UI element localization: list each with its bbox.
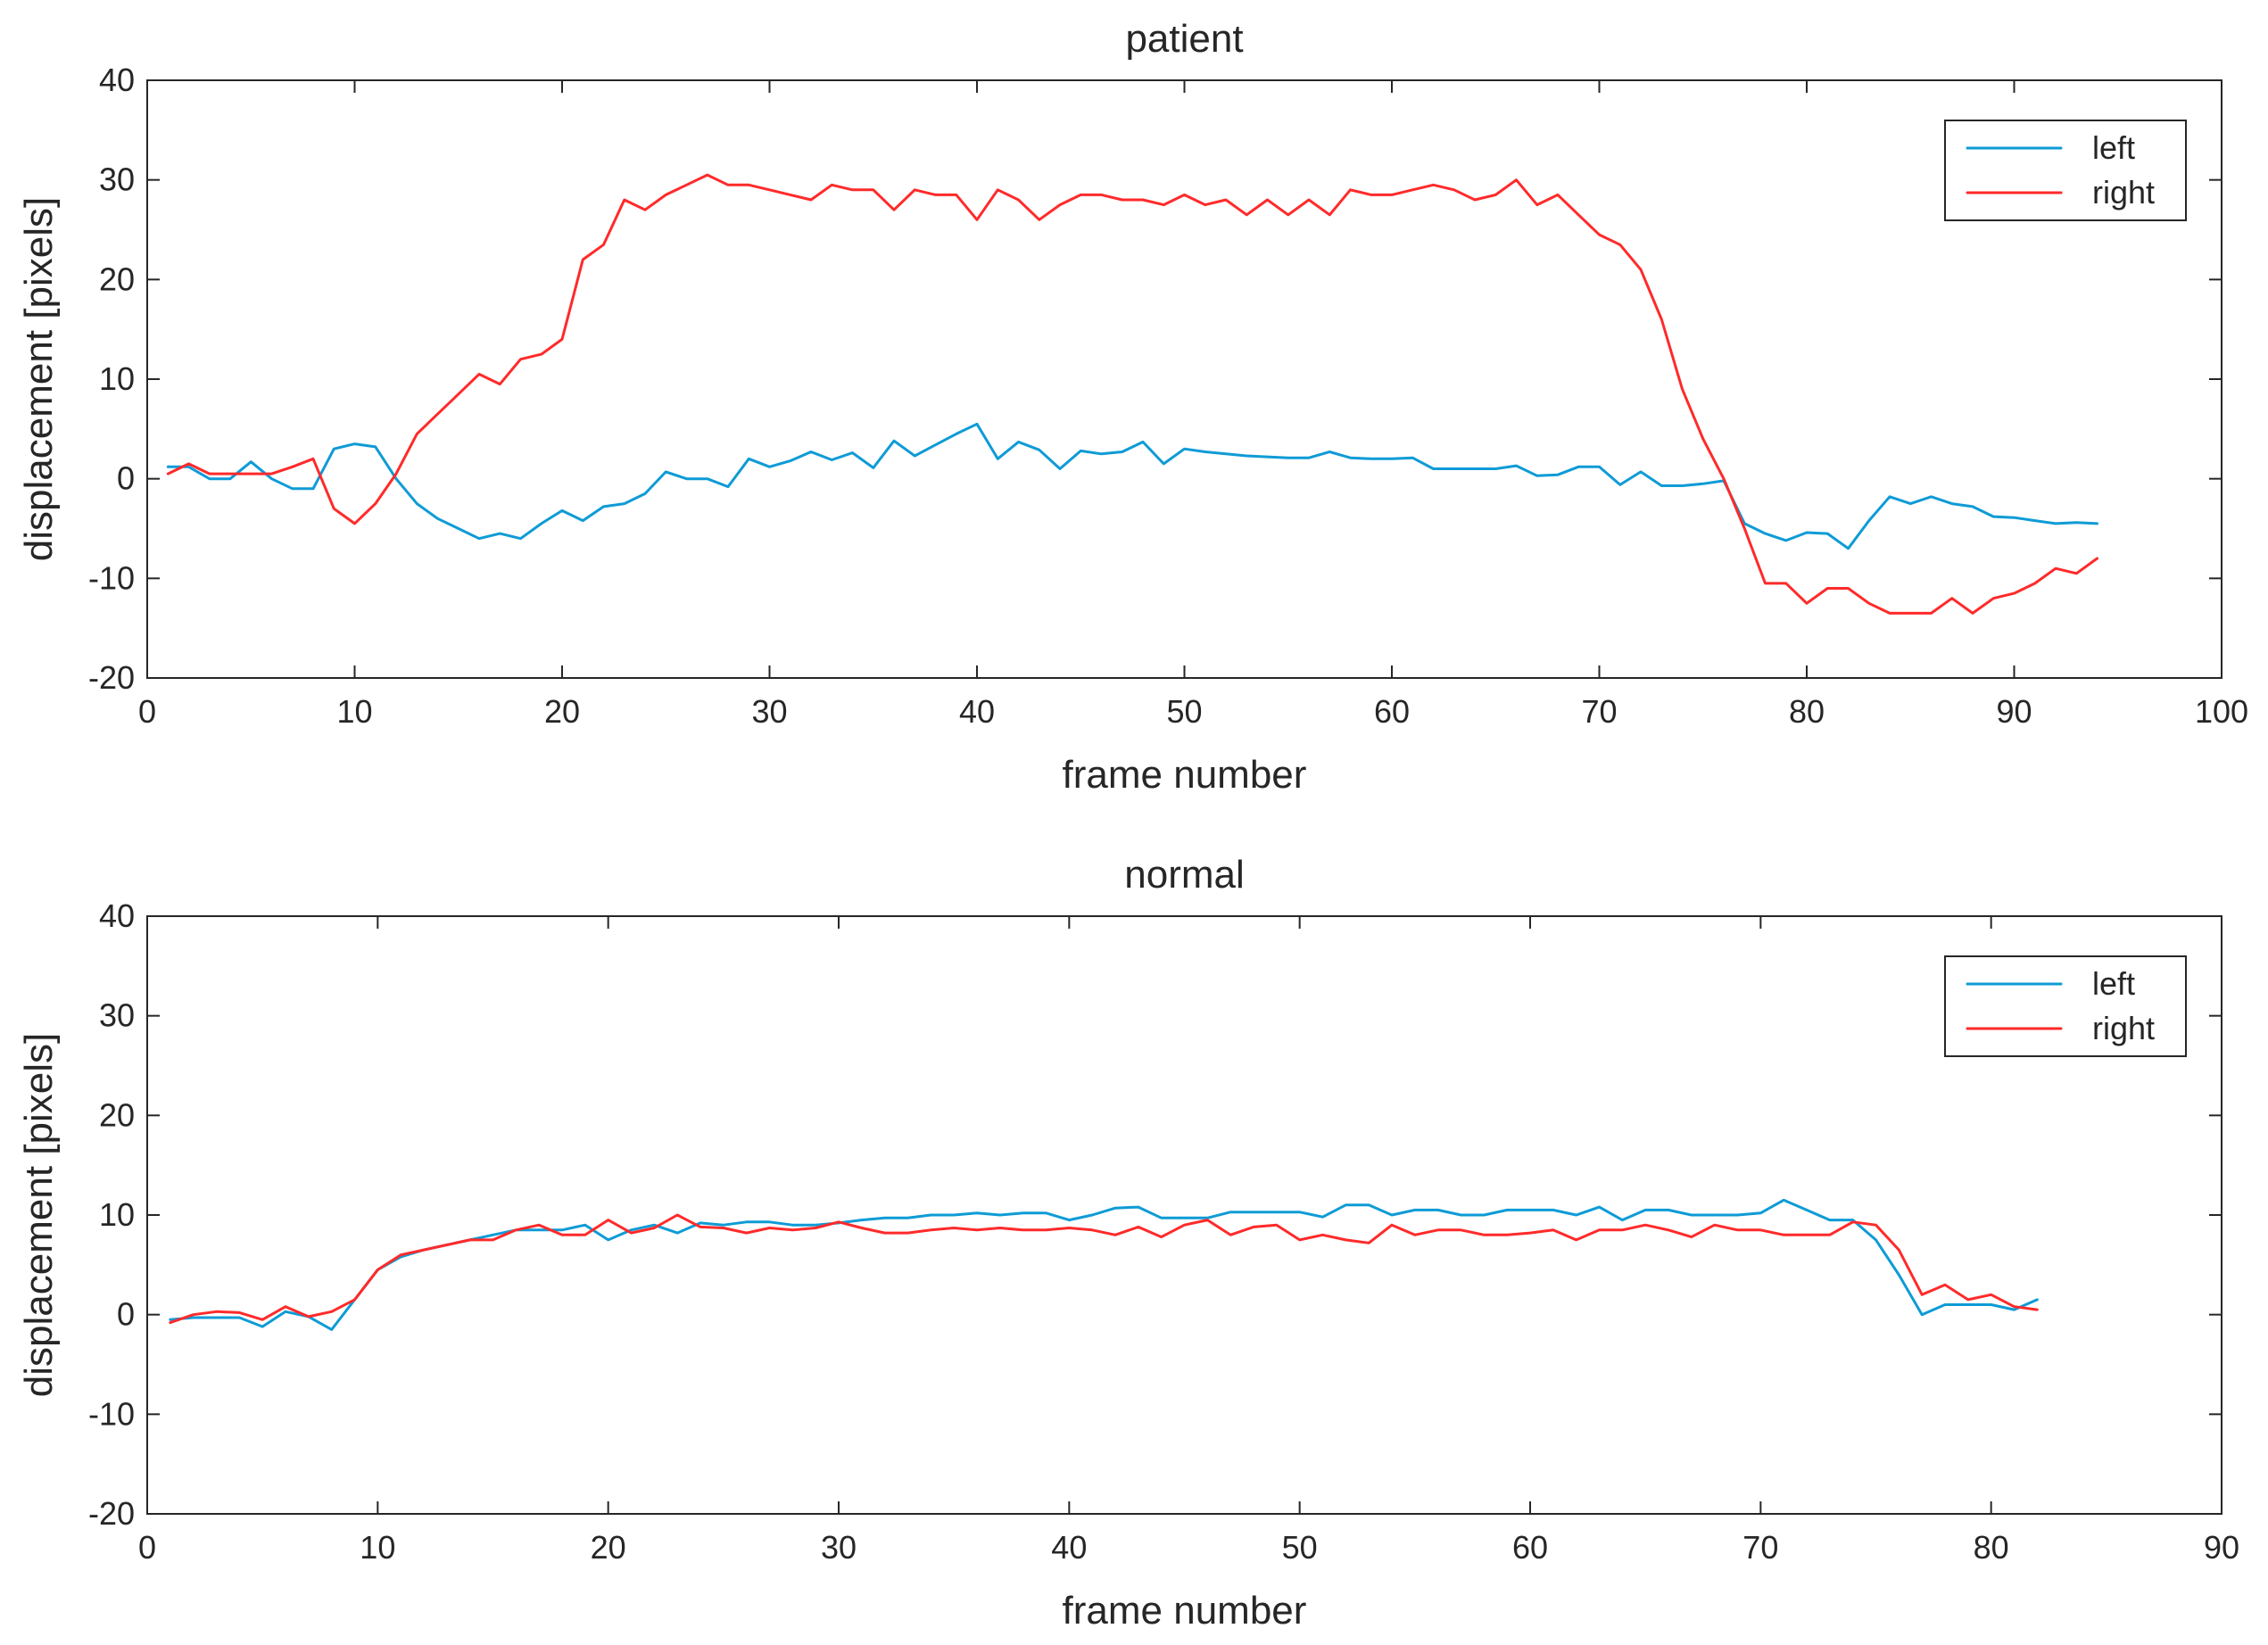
y-tick-label: 30 xyxy=(99,997,135,1034)
y-tick-label: -10 xyxy=(88,559,135,596)
x-tick-label: 70 xyxy=(1581,693,1617,730)
x-tick-label: 40 xyxy=(1051,1529,1087,1566)
legend-box xyxy=(1944,955,2187,1057)
y-tick-label: 30 xyxy=(99,161,135,198)
series-line-right xyxy=(169,1213,2039,1325)
y-tick-label: 40 xyxy=(99,62,135,98)
y-tick-label: 40 xyxy=(99,897,135,934)
x-tick-label: 50 xyxy=(1166,693,1202,730)
x-tick-label: 0 xyxy=(138,1529,156,1566)
x-tick-label: 100 xyxy=(2195,693,2248,730)
y-tick-label: 0 xyxy=(117,1296,135,1333)
tick-group: 0 10 20 30 40 50 60 70 80 90 100 -20 -10 0 10 20 30 40 xyxy=(88,62,2248,730)
x-tick-label: 60 xyxy=(1512,1529,1548,1566)
x-tick-label: 90 xyxy=(1996,693,2032,730)
axes-frame xyxy=(146,915,2222,1515)
x-tick-label: 20 xyxy=(591,1529,626,1566)
legend-box xyxy=(1944,120,2187,221)
axes-frame xyxy=(146,79,2222,679)
series-line-left xyxy=(166,422,2098,550)
x-tick-label: 80 xyxy=(1974,1529,2009,1566)
x-tick-label: 0 xyxy=(138,693,156,730)
legend-label-right: right xyxy=(2092,174,2155,211)
y-tick-label: -10 xyxy=(88,1395,135,1432)
x-tick-label: 90 xyxy=(2204,1529,2239,1566)
legend: left right xyxy=(1944,955,2187,1057)
x-tick-label: 10 xyxy=(336,693,372,730)
y-tick-label: -20 xyxy=(88,1495,135,1532)
x-tick-label: 80 xyxy=(1789,693,1825,730)
y-tick-label: 10 xyxy=(99,1196,135,1233)
chart-patient: patient frame number displacement [pixel… xyxy=(17,17,2248,797)
tick-group: 0 10 20 30 40 50 60 70 80 90 -20 -10 0 10 20 30 40 xyxy=(88,897,2239,1566)
x-tick-label: 70 xyxy=(1742,1529,1778,1566)
y-tick-label: 0 xyxy=(117,460,135,497)
x-axis-label: frame number xyxy=(1063,753,1307,797)
series-line-right xyxy=(166,173,2098,615)
x-tick-label: 50 xyxy=(1282,1529,1318,1566)
x-tick-label: 60 xyxy=(1374,693,1410,730)
y-tick-label: 20 xyxy=(99,260,135,297)
plot-area xyxy=(166,173,2098,615)
legend: left right xyxy=(1944,120,2187,221)
y-tick-label: -20 xyxy=(88,659,135,696)
chart-normal: normal frame number displacement [pixels… xyxy=(17,853,2239,1633)
legend-label-right: right xyxy=(2092,1010,2155,1046)
chart-title: normal xyxy=(1124,853,1245,897)
y-axis-label: displacement [pixels] xyxy=(17,197,61,561)
chart-title: patient xyxy=(1125,17,1243,61)
legend-label-left: left xyxy=(2092,129,2135,166)
x-tick-label: 40 xyxy=(959,693,995,730)
series-line-left xyxy=(169,1198,2039,1331)
x-axis-label: frame number xyxy=(1063,1589,1307,1633)
y-tick-label: 10 xyxy=(99,360,135,397)
plot-area xyxy=(169,1198,2039,1331)
y-axis-label: displacement [pixels] xyxy=(17,1033,61,1397)
x-tick-label: 30 xyxy=(751,693,787,730)
x-tick-label: 10 xyxy=(360,1529,395,1566)
y-tick-label: 20 xyxy=(99,1096,135,1133)
x-tick-label: 30 xyxy=(821,1529,857,1566)
x-tick-label: 20 xyxy=(544,693,580,730)
legend-label-left: left xyxy=(2092,965,2135,1002)
